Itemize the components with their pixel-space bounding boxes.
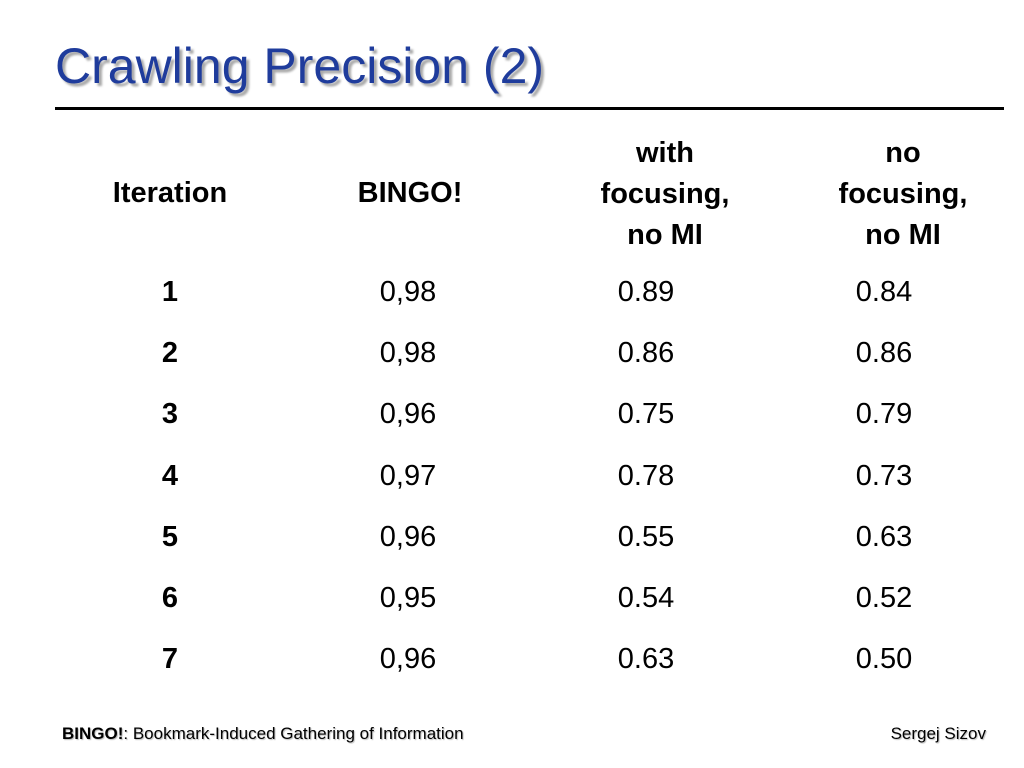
bingo-cell: 0,98 xyxy=(379,337,437,369)
with-focusing-cell: 0.78 xyxy=(617,460,675,492)
bingo-cell: 0,96 xyxy=(379,521,437,553)
iteration-cell: 5 xyxy=(161,521,179,553)
header-with-focusing-no-mi: with focusing, no MI xyxy=(600,137,730,251)
bingo-cell: 0,95 xyxy=(379,582,437,614)
with-focusing-cell: 0.55 xyxy=(617,521,675,553)
with-focusing-cell: 0.75 xyxy=(617,398,675,430)
no-focusing-cell: 0.52 xyxy=(855,582,913,614)
header-bingo: BINGO! xyxy=(357,177,463,209)
no-focusing-cell: 0.86 xyxy=(855,337,913,369)
iteration-cell: 4 xyxy=(161,460,179,492)
iteration-cell: 3 xyxy=(161,398,179,430)
footer-project-label: BINGO!: Bookmark-Induced Gathering of In… xyxy=(62,724,464,744)
no-focusing-cell: 0.84 xyxy=(855,276,913,308)
bingo-cell: 0,96 xyxy=(379,643,437,675)
no-focusing-cell: 0.79 xyxy=(855,398,913,430)
bingo-cell: 0,97 xyxy=(379,460,437,492)
footer-project-name: BINGO! xyxy=(62,724,124,743)
with-focusing-cell: 0.63 xyxy=(617,643,675,675)
header-no-focusing-no-mi: no focusing, no MI xyxy=(838,137,968,251)
with-focusing-cell: 0.89 xyxy=(617,276,675,308)
iteration-cell: 2 xyxy=(161,337,179,369)
no-focusing-cell: 0.73 xyxy=(855,460,913,492)
no-focusing-cell: 0.50 xyxy=(855,643,913,675)
no-focusing-cell: 0.63 xyxy=(855,521,913,553)
slide-title: Crawling Precision (2) xyxy=(55,38,545,94)
iteration-cell: 7 xyxy=(161,643,179,675)
footer-author: Sergej Sizov xyxy=(890,724,986,743)
with-focusing-cell: 0.54 xyxy=(617,582,675,614)
title-divider xyxy=(55,107,1004,110)
iteration-cell: 6 xyxy=(161,582,179,614)
bingo-cell: 0,96 xyxy=(379,398,437,430)
with-focusing-cell: 0.86 xyxy=(617,337,675,369)
header-iteration: Iteration xyxy=(112,177,228,209)
bingo-cell: 0,98 xyxy=(379,276,437,308)
footer-project-description: : Bookmark-Induced Gathering of Informat… xyxy=(123,724,464,743)
iteration-cell: 1 xyxy=(161,276,179,308)
